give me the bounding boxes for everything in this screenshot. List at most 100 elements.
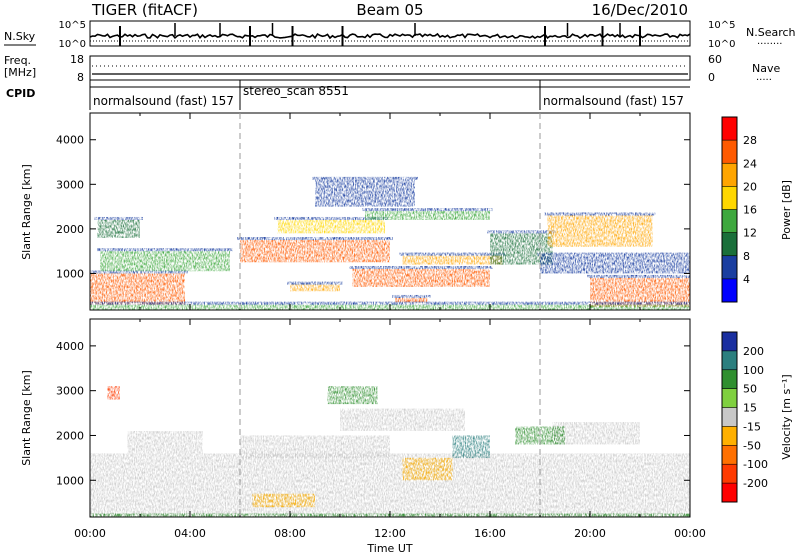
- cpid-segment-label: normalsound (fast) 157: [93, 94, 234, 108]
- colorbar-swatch: [722, 232, 737, 257]
- colorbar-tick-label: 15: [743, 402, 757, 415]
- freq-frame: [89, 55, 691, 81]
- colorbar-swatch: [722, 186, 737, 210]
- power-ylabel: Slant Range [km]: [20, 164, 33, 260]
- colorbar-swatch: [722, 426, 737, 446]
- power-echo-region: [290, 284, 340, 292]
- velocity-echo-region: [515, 426, 565, 445]
- y-tick-label: 4000: [56, 340, 84, 353]
- y-tick-label: 2000: [56, 223, 84, 236]
- nsearch-label: N.Search: [746, 26, 796, 39]
- power-echo-fringe: [97, 248, 233, 252]
- colorbar-label: Power [dB]: [780, 180, 793, 240]
- colorbar-tick-label: -100: [743, 458, 768, 471]
- power-echo-fringe: [587, 274, 690, 278]
- power-echo-fringe: [90, 270, 188, 274]
- power-echo-fringe: [237, 237, 393, 241]
- colorbar-swatch: [722, 209, 737, 234]
- nave-label: Nave: [752, 62, 780, 75]
- cpid-label: CPID: [6, 87, 35, 100]
- power-echo-region: [97, 219, 140, 238]
- power-echo-fringe: [544, 212, 656, 216]
- colorbar-tick-label: -200: [743, 477, 768, 490]
- power-echo-region: [365, 211, 490, 220]
- station-title: TIGER (fitACF): [91, 1, 198, 19]
- nsky-panel: N.Sky 10^5 10^0 10^5 10^0 N.Search .....…: [4, 20, 796, 50]
- velocity-echo-region: [327, 386, 378, 405]
- colorbar-swatch: [722, 388, 737, 409]
- nsky-line: [89, 32, 691, 40]
- velocity-echo-region: [452, 435, 490, 458]
- cpid-panel: CPID normalsound (fast) 157 stereo_scan 8…: [6, 80, 690, 110]
- freq-left-tick-bottom: 8: [77, 71, 84, 84]
- power-echo-fringe: [392, 294, 431, 298]
- colorbar-swatch: [722, 255, 737, 280]
- power-echo-region: [547, 215, 653, 247]
- y-tick-label: 3000: [56, 385, 84, 398]
- power-echo-fringe: [487, 230, 556, 234]
- nsky-frame: [89, 20, 691, 47]
- velocity-echo-region: [127, 430, 203, 454]
- velocity-ylabel: Slant Range [km]: [20, 370, 33, 466]
- power-echo-fringe: [287, 281, 343, 285]
- velocity-panel: 1000 2000 3000 4000 Slant Range [km] 200 100…: [20, 318, 793, 554]
- velocity-echo-region: [340, 408, 465, 431]
- cpid-segment-label: normalsound (fast) 157: [543, 94, 684, 108]
- colorbar-swatch: [722, 350, 737, 371]
- colorbar-tick-label: 28: [743, 134, 757, 147]
- colorbar-tick-label: 200: [743, 345, 764, 358]
- velocity-echo-region: [402, 457, 453, 481]
- power-echo-fringe: [537, 252, 690, 256]
- colorbar-tick-label: 8: [743, 250, 750, 263]
- power-echo-region: [402, 255, 503, 265]
- colorbar-tick-label: 20: [743, 180, 757, 193]
- x-tick-label: 08:00: [274, 527, 306, 540]
- power-echo-region: [100, 251, 230, 272]
- colorbar-swatch: [722, 117, 737, 141]
- x-tick-label: 16:00: [474, 527, 506, 540]
- nsky-left-tick-top: 10^5: [59, 20, 86, 31]
- colorbar-swatch: [722, 278, 737, 303]
- colorbar-swatch: [722, 140, 737, 164]
- y-tick-label: 1000: [56, 267, 84, 280]
- colorbar-tick-label: -50: [743, 439, 761, 452]
- colorbar-tick-label: 24: [743, 157, 757, 170]
- power-echo-fringe: [90, 301, 690, 305]
- colorbar-swatch: [722, 369, 737, 390]
- date-title: 16/Dec/2010: [592, 1, 688, 19]
- power-echo-region: [315, 179, 415, 207]
- x-tick-label: 00:00: [674, 527, 706, 540]
- colorbar-tick-label: 16: [743, 204, 757, 217]
- power-echo-fringe: [312, 176, 418, 180]
- power-echo-fringe: [362, 208, 493, 212]
- power-echo-region: [277, 219, 385, 234]
- x-tick-label: 12:00: [374, 527, 406, 540]
- nsky-right-tick-bottom: 10^0: [708, 39, 735, 50]
- colorbar-label: Velocity [m s⁻¹]: [780, 374, 793, 459]
- nsky-trace: [89, 23, 691, 46]
- y-tick-label: 1000: [56, 474, 84, 487]
- velocity-echo-region: [107, 386, 120, 400]
- freq-label-line1: Freq.: [4, 54, 31, 67]
- cpid-segment-label: stereo_scan 8551: [243, 84, 349, 98]
- power-echo-region: [395, 297, 428, 303]
- colorbar-swatch: [722, 464, 737, 484]
- power-echo-fringe: [349, 265, 493, 269]
- x-axis-label: Time UT: [366, 542, 412, 554]
- colorbar-tick-label: 50: [743, 383, 757, 396]
- colorbar-swatch: [722, 483, 737, 503]
- power-panel: 1000 2000 3000 4000 Slant Range [km] 28 24 20…: [20, 112, 793, 311]
- power-echo-fringe: [94, 216, 143, 220]
- colorbar-frame: [721, 331, 738, 503]
- x-tick-label: 20:00: [574, 527, 606, 540]
- power-echo-fringe: [274, 216, 388, 220]
- beam-title: Beam 05: [356, 1, 423, 19]
- colorbar-tick-label: 12: [743, 227, 757, 240]
- y-tick-label: 3000: [56, 178, 84, 191]
- velocity-echo-region: [252, 493, 315, 508]
- power-echo-region: [240, 240, 390, 263]
- nave-legend: .....: [756, 72, 772, 83]
- colorbar-tick-label: 100: [743, 364, 764, 377]
- nsky-label: N.Sky: [4, 30, 36, 43]
